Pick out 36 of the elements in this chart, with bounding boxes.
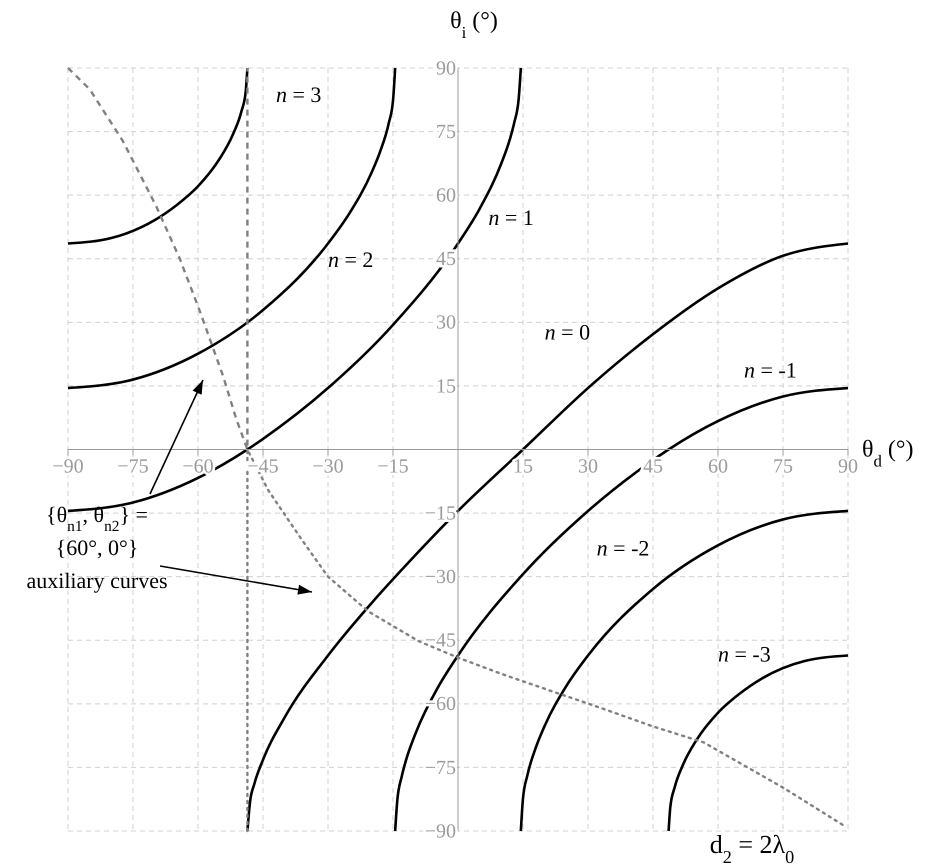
- annotation: auxiliary curves: [26, 568, 168, 593]
- series-label: n = -1: [744, 357, 797, 382]
- x-tick-label: −30: [312, 456, 344, 478]
- x-tick-label: 90: [838, 456, 858, 478]
- y-tick-label: −30: [424, 566, 456, 588]
- y-tick-label: −75: [424, 756, 456, 779]
- y-tick-label: 90: [436, 57, 456, 80]
- x-tick-label: 60: [708, 456, 728, 478]
- y-axis-title: θ$_{i}$ (°): [450, 8, 498, 42]
- x-tick-label: −75: [117, 456, 149, 478]
- series-label: n = 2: [328, 247, 374, 272]
- y-tick-label: −45: [424, 630, 456, 652]
- series-label: n = -3: [718, 641, 771, 666]
- x-tick-label: −15: [377, 456, 409, 478]
- x-tick-label: −45: [247, 456, 279, 478]
- y-tick-label: −15: [424, 502, 456, 524]
- y-tick-label: 30: [436, 312, 456, 334]
- x-tick-label: −60: [182, 456, 214, 478]
- x-tick-label: 15: [513, 456, 533, 478]
- y-tick-label: 75: [436, 120, 456, 143]
- x-tick-label: 45: [643, 456, 663, 478]
- x-tick-label: −90: [52, 456, 84, 478]
- series-label: n = -2: [596, 535, 650, 560]
- line-series: [66, 66, 396, 390]
- series-label: n = 3: [276, 82, 322, 107]
- y-tick-label: −90: [424, 820, 456, 842]
- x-axis-title: θ$_{d}$ (°): [862, 436, 914, 470]
- line-series: [520, 510, 850, 832]
- y-tick-label: 15: [436, 375, 456, 398]
- annotation: d$_{2}$ = 2λ$_{0}$: [710, 830, 794, 865]
- annotation: {60°, 0°}: [56, 535, 138, 560]
- series-label: n = 0: [544, 319, 590, 344]
- x-tick-label: 75: [773, 456, 793, 478]
- series-label: n = 1: [488, 204, 534, 230]
- y-tick-label: 60: [436, 184, 456, 207]
- x-tick-label: 30: [578, 456, 598, 478]
